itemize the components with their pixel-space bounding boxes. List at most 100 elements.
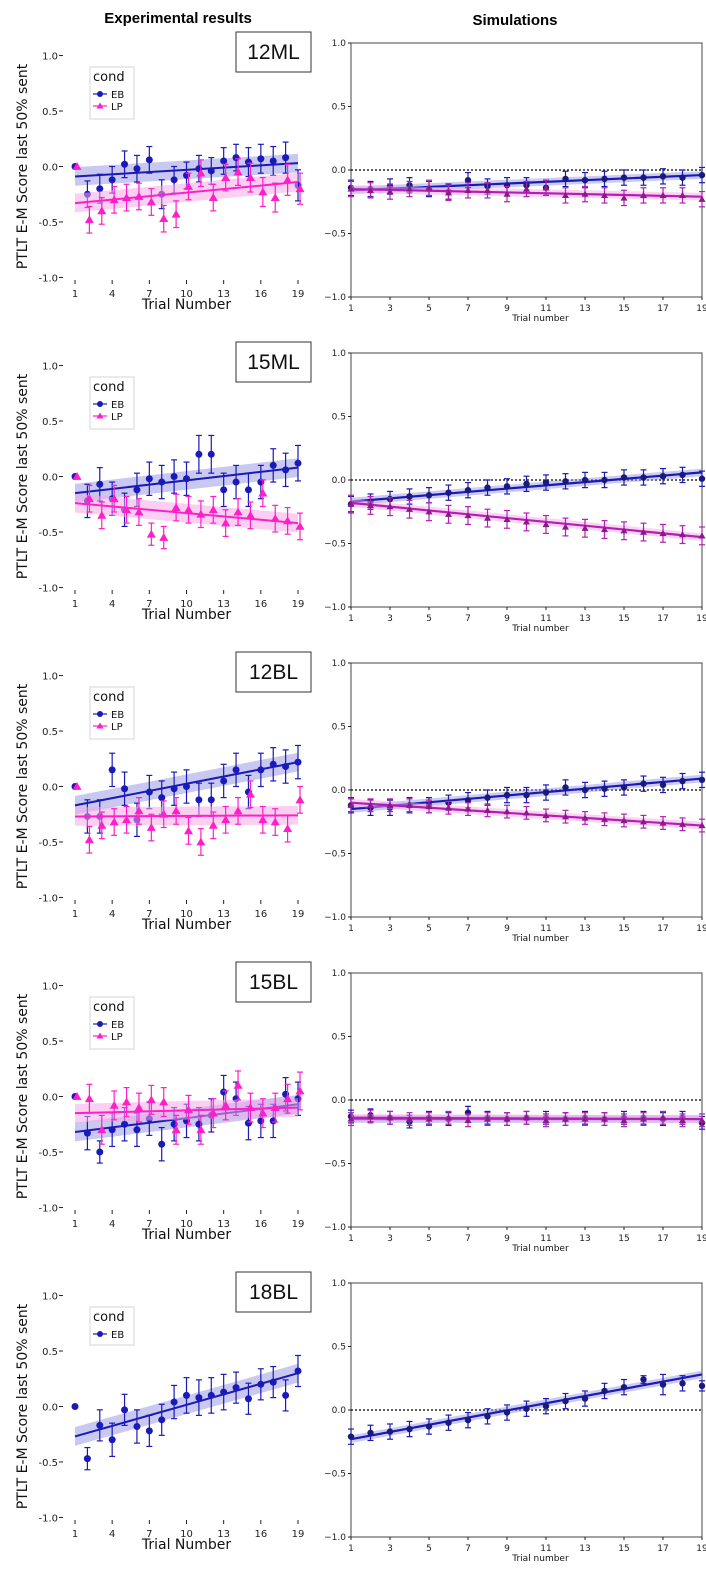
y-tick-label: 1.0 [42, 982, 58, 993]
data-point [258, 815, 268, 824]
legend-title: cond [93, 380, 125, 395]
data-point [221, 173, 231, 181]
data-point [523, 809, 530, 816]
data-point [620, 474, 628, 481]
data-point [208, 193, 218, 201]
legend-title: cond [93, 1310, 125, 1325]
x-tick-label: 7 [146, 909, 152, 920]
x-tick-label: 1 [72, 599, 78, 610]
data-point [97, 206, 107, 215]
x-axis-label: Trial number [511, 934, 569, 944]
data-point [445, 804, 452, 811]
y-tick-label: 0.0 [42, 1093, 58, 1104]
data-point [269, 760, 277, 768]
y-tick-label: -1.0 [38, 893, 58, 904]
y-tick-label: 0.5 [42, 1037, 58, 1048]
x-tick-label: 15 [618, 1544, 629, 1554]
data-point [233, 806, 243, 815]
x-tick-label: 15 [618, 614, 629, 624]
data-point [601, 785, 608, 792]
data-point [183, 1391, 190, 1399]
data-point [146, 823, 156, 831]
data-point [109, 1100, 119, 1109]
data-point [244, 1395, 252, 1403]
data-point [445, 489, 452, 496]
data-point [503, 808, 511, 815]
data-point [640, 474, 647, 481]
data-point [581, 1395, 589, 1402]
x-tick-label: 17 [657, 1544, 668, 1554]
data-point [640, 1376, 647, 1383]
data-point [523, 480, 530, 488]
data-point [183, 475, 190, 483]
data-point [698, 1116, 706, 1123]
data-point [270, 1103, 280, 1111]
data-point [445, 1419, 452, 1426]
experimental-column-title: Experimental results [104, 10, 252, 27]
x-tick-label: 19 [696, 1234, 706, 1244]
x-tick-label: 11 [540, 924, 551, 934]
x-tick-label: 7 [146, 599, 152, 610]
y-tick-label: −0.5 [324, 1470, 346, 1480]
data-point [640, 1115, 647, 1122]
y-tick-label: 0.5 [42, 107, 58, 118]
data-point [425, 508, 433, 515]
data-point [196, 168, 206, 177]
data-point [171, 209, 181, 218]
data-point [367, 186, 374, 193]
data-point [698, 1382, 706, 1390]
legend-marker [96, 722, 104, 729]
x-axis-label: Trial Number [141, 607, 232, 623]
lp-series [72, 472, 305, 550]
data-point [698, 532, 706, 539]
data-point [158, 1416, 166, 1424]
data-point [207, 167, 215, 175]
y-tick-label: −1.0 [324, 293, 346, 303]
data-point [406, 1115, 413, 1122]
x-tick-label: 4 [109, 909, 115, 920]
y-tick-label: −1.0 [324, 1223, 346, 1233]
data-point [269, 1378, 277, 1386]
y-axis-label: PTLT E-M Score last 50% sent [15, 683, 31, 889]
y-tick-label: -1.0 [38, 1203, 58, 1214]
y-tick-label: 0.0 [332, 166, 347, 176]
x-axis-label: Trial Number [141, 1227, 232, 1243]
legend-label: EB [111, 400, 124, 411]
x-tick-label: 13 [217, 909, 230, 920]
x-tick-label: 13 [217, 599, 230, 610]
data-point [257, 1380, 265, 1388]
y-tick-label: -1.0 [38, 1513, 58, 1524]
data-point [406, 493, 413, 500]
data-point [347, 500, 355, 507]
data-point [679, 174, 686, 181]
data-point [97, 510, 107, 519]
data-point [220, 1388, 228, 1396]
data-point [620, 1383, 628, 1391]
y-tick-label: 1.0 [42, 52, 58, 63]
condition-label: 15BL [249, 971, 298, 994]
data-point [184, 181, 193, 190]
data-point [195, 796, 203, 804]
data-point [72, 1092, 82, 1100]
data-point [158, 1140, 166, 1148]
legend-label: EB [111, 710, 124, 721]
data-point [195, 450, 203, 458]
data-point [523, 518, 530, 525]
lp-series [72, 158, 305, 234]
y-tick-label: -1.0 [38, 583, 58, 594]
y-tick-label: 0.0 [332, 476, 347, 486]
data-point [484, 1413, 491, 1420]
x-tick-label: 17 [657, 924, 668, 934]
x-axis-label: Trial number [511, 1244, 569, 1254]
x-tick-label: 4 [109, 289, 115, 300]
x-tick-label: 3 [387, 1544, 393, 1554]
legend-marker [97, 711, 103, 717]
data-point [257, 155, 265, 163]
x-tick-label: 4 [109, 1219, 115, 1230]
data-point [406, 801, 413, 808]
data-point [464, 186, 472, 193]
data-point [145, 1427, 153, 1435]
